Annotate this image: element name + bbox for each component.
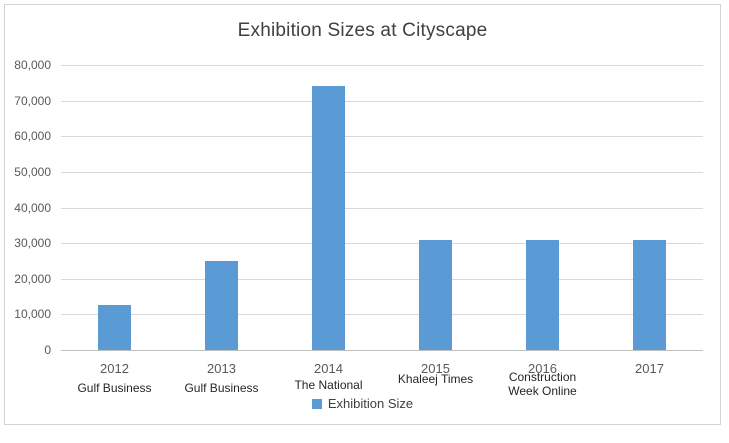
gridline — [61, 278, 703, 280]
x-axis-category-label: 2015 — [421, 361, 450, 376]
gridline — [61, 243, 703, 245]
x-axis-source-sublabel: Gulf Business — [184, 381, 259, 395]
x-axis-category-label: 2014 — [314, 361, 343, 376]
y-axis-tick-label: 60,000 — [14, 129, 51, 144]
gridline — [61, 100, 703, 102]
legend-swatch-icon — [311, 398, 322, 409]
x-axis-source-sublabel: Gulf Business — [77, 381, 152, 395]
gridline — [61, 65, 703, 66]
gridline — [61, 136, 703, 138]
bar-2017 — [633, 239, 666, 350]
bar-2016 — [526, 239, 559, 350]
plot-area — [61, 65, 703, 351]
x-axis-category-label: 2013 — [207, 361, 236, 376]
y-axis-tick-label: 10,000 — [14, 307, 51, 322]
bar-2013 — [205, 260, 238, 350]
x-axis-category-label: 2017 — [635, 361, 664, 376]
x-axis-source-sublabel: Khaleej Times — [397, 372, 474, 386]
x-axis-source-sublabel: The National — [294, 378, 363, 392]
gridline — [61, 207, 703, 209]
y-axis-tick-label: 40,000 — [14, 200, 51, 215]
x-axis-category-label: 2012 — [100, 361, 129, 376]
y-axis-tick-label: 80,000 — [14, 58, 51, 72]
bar-2012 — [98, 305, 131, 350]
bar-2015 — [419, 239, 452, 350]
chart-title: Exhibition Sizes at Cityscape — [237, 20, 488, 41]
y-axis-tick-label: 0 — [44, 343, 51, 357]
x-axis-source-sublabel: Construction Week Online — [508, 370, 577, 398]
bar-2014 — [312, 86, 345, 350]
chart-frame: Exhibition Sizes at Cityscape Exhibition… — [4, 4, 721, 425]
legend-label: Exhibition Size — [327, 396, 414, 411]
y-axis-tick-label: 70,000 — [14, 93, 51, 108]
legend: Exhibition Size — [5, 396, 720, 411]
gridline — [61, 314, 703, 316]
x-axis-category-label: 2016 — [528, 361, 557, 376]
y-axis-tick-label: 30,000 — [14, 236, 51, 251]
y-axis-tick-label: 50,000 — [14, 164, 51, 179]
gridline — [61, 171, 703, 173]
y-axis-tick-label: 20,000 — [14, 271, 51, 286]
